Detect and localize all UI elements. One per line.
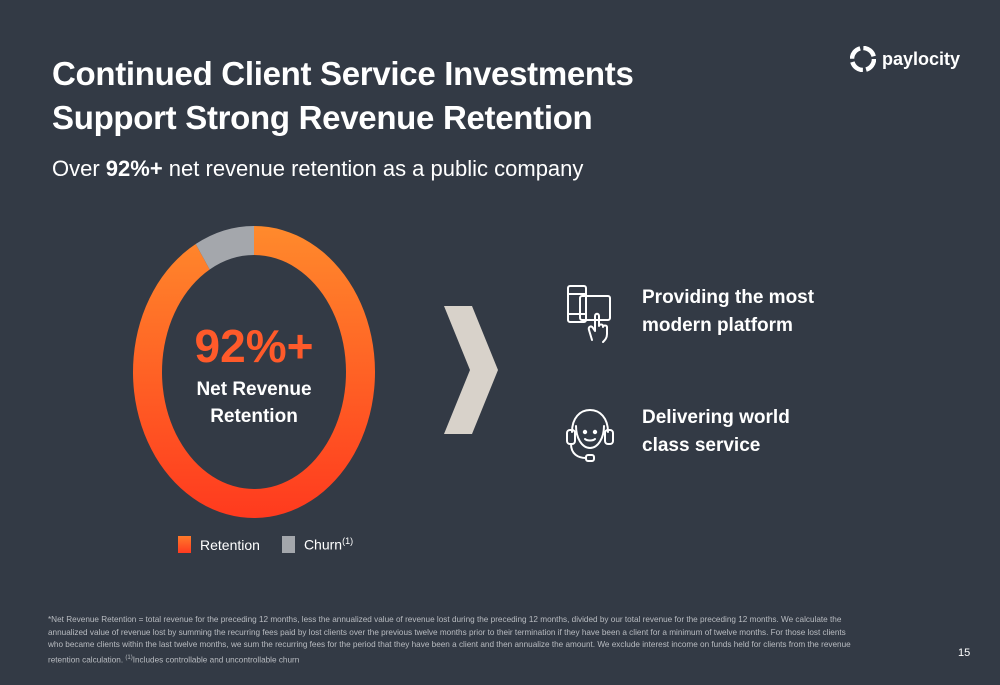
donut-slice-churn: [195, 226, 254, 270]
feature-text-1: Providing the most modern platform: [642, 284, 842, 340]
title-line-2: Support Strong Revenue Retention: [52, 99, 593, 136]
slide-title: Continued Client Service Investments Sup…: [52, 52, 752, 140]
logo-text: paylocity: [882, 48, 961, 69]
feature-2-line-2: class service: [642, 435, 761, 456]
headset-support-icon: [566, 409, 614, 462]
paylocity-logo-icon: [850, 46, 876, 72]
nrr-line-2: Retention: [210, 406, 298, 427]
footnote-tail: Includes controllable and uncontrollable…: [132, 655, 300, 665]
legend-swatch-churn: [281, 536, 295, 553]
legend-swatch-retention: [178, 536, 191, 553]
feature-modern-platform: Providing the most modern platform: [562, 284, 814, 344]
feature-text-2: Delivering world class service: [642, 404, 842, 460]
subtitle-bold-value: 92%+: [105, 156, 163, 181]
footnote-sup: (1): [125, 654, 133, 661]
touch-screen-icon: [567, 285, 611, 343]
retention-percent: 92%+: [194, 320, 314, 372]
footnote-main: *Net Revenue Retention = total revenue f…: [48, 615, 851, 665]
feature-1-line-1: Providing the most: [642, 287, 815, 308]
paylocity-logo: paylocity: [850, 46, 960, 72]
chevron-right-icon: [444, 306, 498, 434]
net-revenue-retention-label: Net Revenue Retention: [130, 376, 378, 430]
legend-churn-footnote: (1): [342, 536, 354, 547]
legend-label-retention: Retention: [200, 536, 260, 553]
feature-world-class-service: Delivering world class service: [562, 404, 790, 466]
slide-subtitle: Over 92%+ net revenue retention as a pub…: [52, 154, 583, 184]
footnote: *Net Revenue Retention = total revenue f…: [48, 614, 858, 667]
feature-2-line-1: Delivering world: [642, 407, 790, 428]
subtitle-prefix: Over: [52, 156, 106, 181]
chart-legend: Retention Churn(1): [178, 536, 353, 553]
legend-label-churn: Churn(1): [304, 536, 353, 553]
donut-center-label: 92%+ Net Revenue Retention: [130, 318, 378, 430]
feature-1-line-2: modern platform: [642, 315, 793, 336]
subtitle-suffix: net revenue retention as a public compan…: [162, 156, 584, 181]
page-number: 15: [958, 647, 971, 659]
legend-churn-text: Churn: [303, 536, 343, 553]
title-line-1: Continued Client Service Investments: [52, 55, 634, 92]
nrr-line-1: Net Revenue: [196, 379, 312, 400]
donut-chart: [132, 226, 375, 518]
